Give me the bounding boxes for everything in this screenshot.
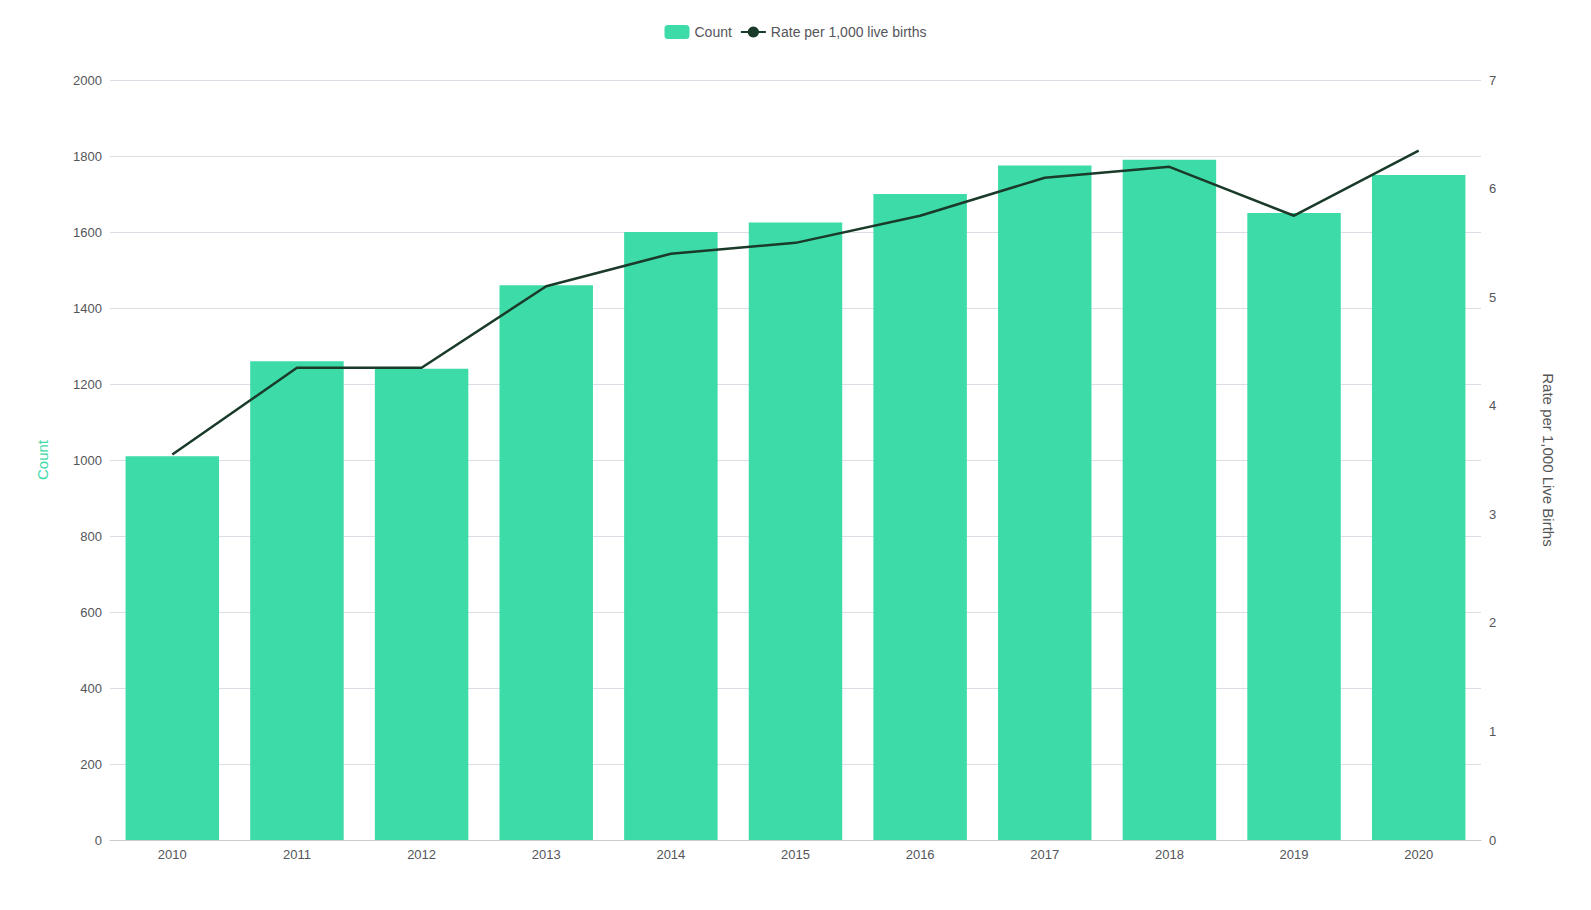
svg-text:6: 6 — [1489, 181, 1496, 196]
svg-text:5: 5 — [1489, 290, 1496, 305]
svg-text:400: 400 — [80, 681, 102, 696]
svg-text:200: 200 — [80, 757, 102, 772]
svg-text:2011: 2011 — [283, 847, 311, 862]
svg-text:1000: 1000 — [73, 453, 102, 468]
svg-text:Rate per 1,000 Live Births: Rate per 1,000 Live Births — [1540, 373, 1557, 546]
svg-text:3: 3 — [1489, 507, 1496, 522]
svg-text:1600: 1600 — [73, 225, 102, 240]
svg-text:2017: 2017 — [1030, 847, 1059, 862]
svg-text:2014: 2014 — [656, 847, 685, 862]
svg-text:4: 4 — [1489, 398, 1496, 413]
svg-text:0: 0 — [1489, 833, 1496, 848]
svg-text:2019: 2019 — [1280, 847, 1309, 862]
svg-text:Count: Count — [695, 24, 732, 40]
svg-text:2015: 2015 — [781, 847, 810, 862]
svg-text:Rate per 1,000 live births: Rate per 1,000 live births — [771, 24, 927, 40]
svg-text:2016: 2016 — [906, 847, 935, 862]
svg-text:2000: 2000 — [73, 73, 102, 88]
svg-text:1: 1 — [1489, 724, 1496, 739]
svg-text:2018: 2018 — [1155, 847, 1184, 862]
svg-text:7: 7 — [1489, 73, 1496, 88]
svg-text:1200: 1200 — [73, 377, 102, 392]
svg-text:2013: 2013 — [532, 847, 561, 862]
svg-text:800: 800 — [80, 529, 102, 544]
svg-text:1800: 1800 — [73, 149, 102, 164]
svg-text:2012: 2012 — [407, 847, 436, 862]
svg-text:0: 0 — [95, 833, 102, 848]
svg-text:2010: 2010 — [158, 847, 187, 862]
svg-text:Count: Count — [34, 439, 51, 480]
svg-text:2020: 2020 — [1404, 847, 1433, 862]
svg-text:600: 600 — [80, 605, 102, 620]
svg-text:2: 2 — [1489, 615, 1496, 630]
svg-text:1400: 1400 — [73, 301, 102, 316]
